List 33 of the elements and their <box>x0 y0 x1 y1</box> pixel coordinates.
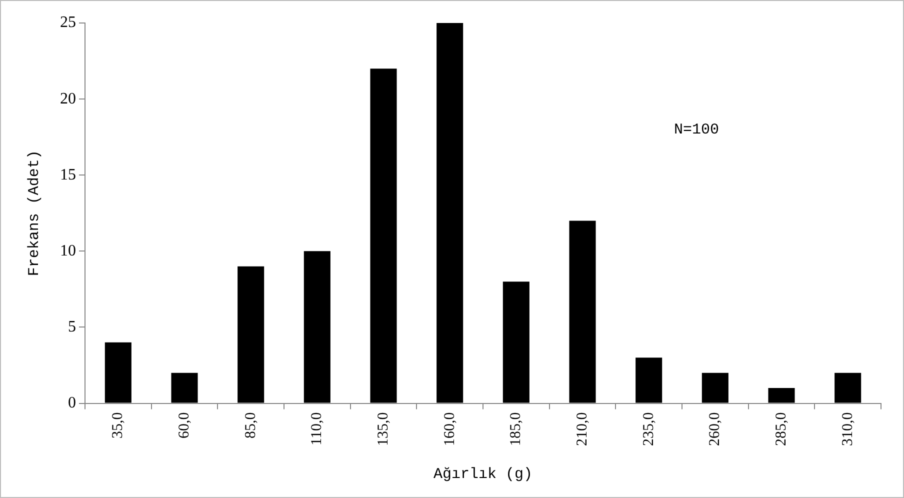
x-tick-label: 60,0 <box>176 412 192 438</box>
x-tick-label: 235,0 <box>640 412 657 446</box>
bar <box>569 220 596 403</box>
x-axis-title: Ağırlık (g) <box>433 466 533 483</box>
bar <box>502 282 530 403</box>
x-tick-label: 310,0 <box>840 412 856 446</box>
bar <box>436 23 464 403</box>
annotation: N=100 <box>674 121 720 138</box>
bar <box>834 372 862 403</box>
x-tick-label: 135,0 <box>375 412 392 446</box>
x-tick-label: 35,0 <box>110 412 126 438</box>
y-tick-label: 20 <box>60 90 76 108</box>
bar <box>171 372 198 403</box>
x-tick-label: 260,0 <box>707 412 724 446</box>
y-tick-label: 10 <box>60 242 76 260</box>
x-tick-label: 85,0 <box>242 412 259 438</box>
y-tick-label: 25 <box>60 14 76 32</box>
bar <box>370 68 397 403</box>
bar <box>636 358 662 403</box>
x-tick-label: 110,0 <box>309 412 326 446</box>
x-tick-label: 285,0 <box>773 412 790 446</box>
bar <box>104 342 132 403</box>
bar <box>702 372 728 403</box>
y-tick-label: 5 <box>68 318 76 336</box>
bar <box>304 251 330 403</box>
x-tick-label: 210,0 <box>574 412 590 446</box>
bar <box>768 388 795 403</box>
y-axis-title: Frekans (Adet) <box>26 150 43 276</box>
bar <box>238 266 264 403</box>
y-tick-label: 15 <box>60 166 76 184</box>
y-tick-label: 0 <box>68 394 76 412</box>
x-tick-label: 185,0 <box>508 412 524 446</box>
x-tick-label: 160,0 <box>442 412 458 446</box>
